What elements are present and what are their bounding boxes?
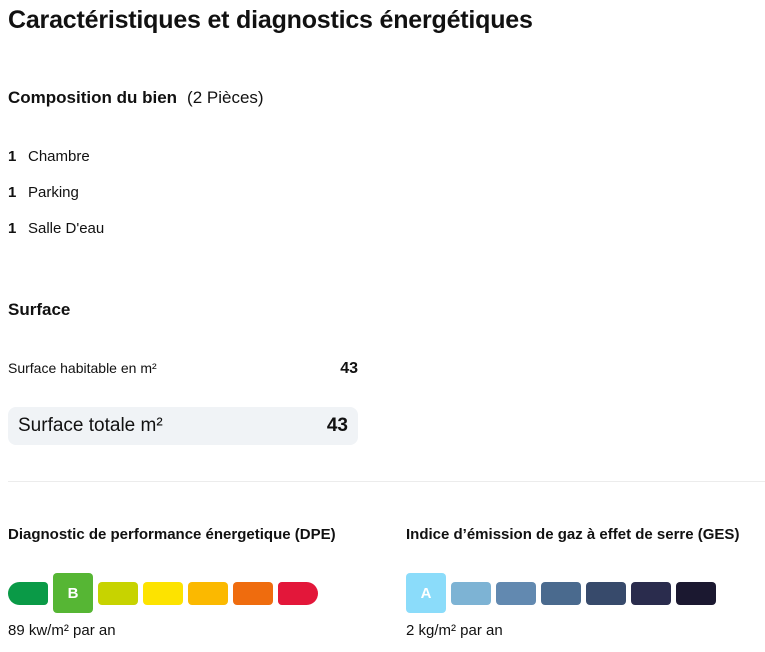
surface-habitable-value: 43 — [340, 360, 358, 377]
ges-class-g — [676, 582, 716, 605]
list-item: 1 Salle D'eau — [8, 220, 104, 237]
surface-total-value: 43 — [326, 415, 348, 436]
surface-total-label: Surface totale m² — [18, 415, 163, 436]
dpe-class-e — [188, 582, 228, 605]
list-item: 1 Parking — [8, 184, 79, 201]
dpe-class-b-active: B — [53, 573, 93, 613]
room-count: 1 — [8, 220, 17, 237]
dpe-class-c — [98, 582, 138, 605]
room-count: 1 — [8, 184, 17, 201]
composition-title: Composition du bien — [8, 88, 178, 107]
surface-total-row: Surface totale m² 43 — [8, 407, 358, 445]
room-label: Salle D'eau — [28, 220, 105, 237]
dpe-class-g — [278, 582, 318, 605]
ges-value: 2 kg/m² par an — [406, 622, 503, 639]
ges-class-c — [496, 582, 536, 605]
ges-heading: Indice d’émission de gaz à effet de serr… — [406, 526, 740, 543]
ges-class-e — [586, 582, 626, 605]
ges-class-a-active: A — [406, 573, 446, 613]
composition-heading: Composition du bien (2 Pièces) — [8, 88, 264, 108]
dpe-value: 89 kw/m² par an — [8, 622, 116, 639]
dpe-class-f — [233, 582, 273, 605]
surface-heading: Surface — [8, 300, 71, 319]
surface-habitable-row: Surface habitable en m² 43 — [8, 360, 358, 378]
room-label: Chambre — [28, 148, 90, 165]
section-divider — [8, 481, 765, 482]
dpe-heading: Diagnostic de performance énergetique (D… — [8, 526, 336, 543]
ges-class-b — [451, 582, 491, 605]
dpe-class-a — [8, 582, 48, 605]
list-item: 1 Chambre — [8, 148, 90, 165]
room-count: 1 — [8, 148, 17, 165]
ges-class-d — [541, 582, 581, 605]
surface-habitable-label: Surface habitable en m² — [8, 360, 157, 376]
ges-class-f — [631, 582, 671, 605]
page-title: Caractéristiques et diagnostics énergéti… — [8, 6, 533, 34]
dpe-class-d — [143, 582, 183, 605]
room-label: Parking — [28, 184, 79, 201]
composition-room-count: (2 Pièces) — [187, 88, 264, 107]
